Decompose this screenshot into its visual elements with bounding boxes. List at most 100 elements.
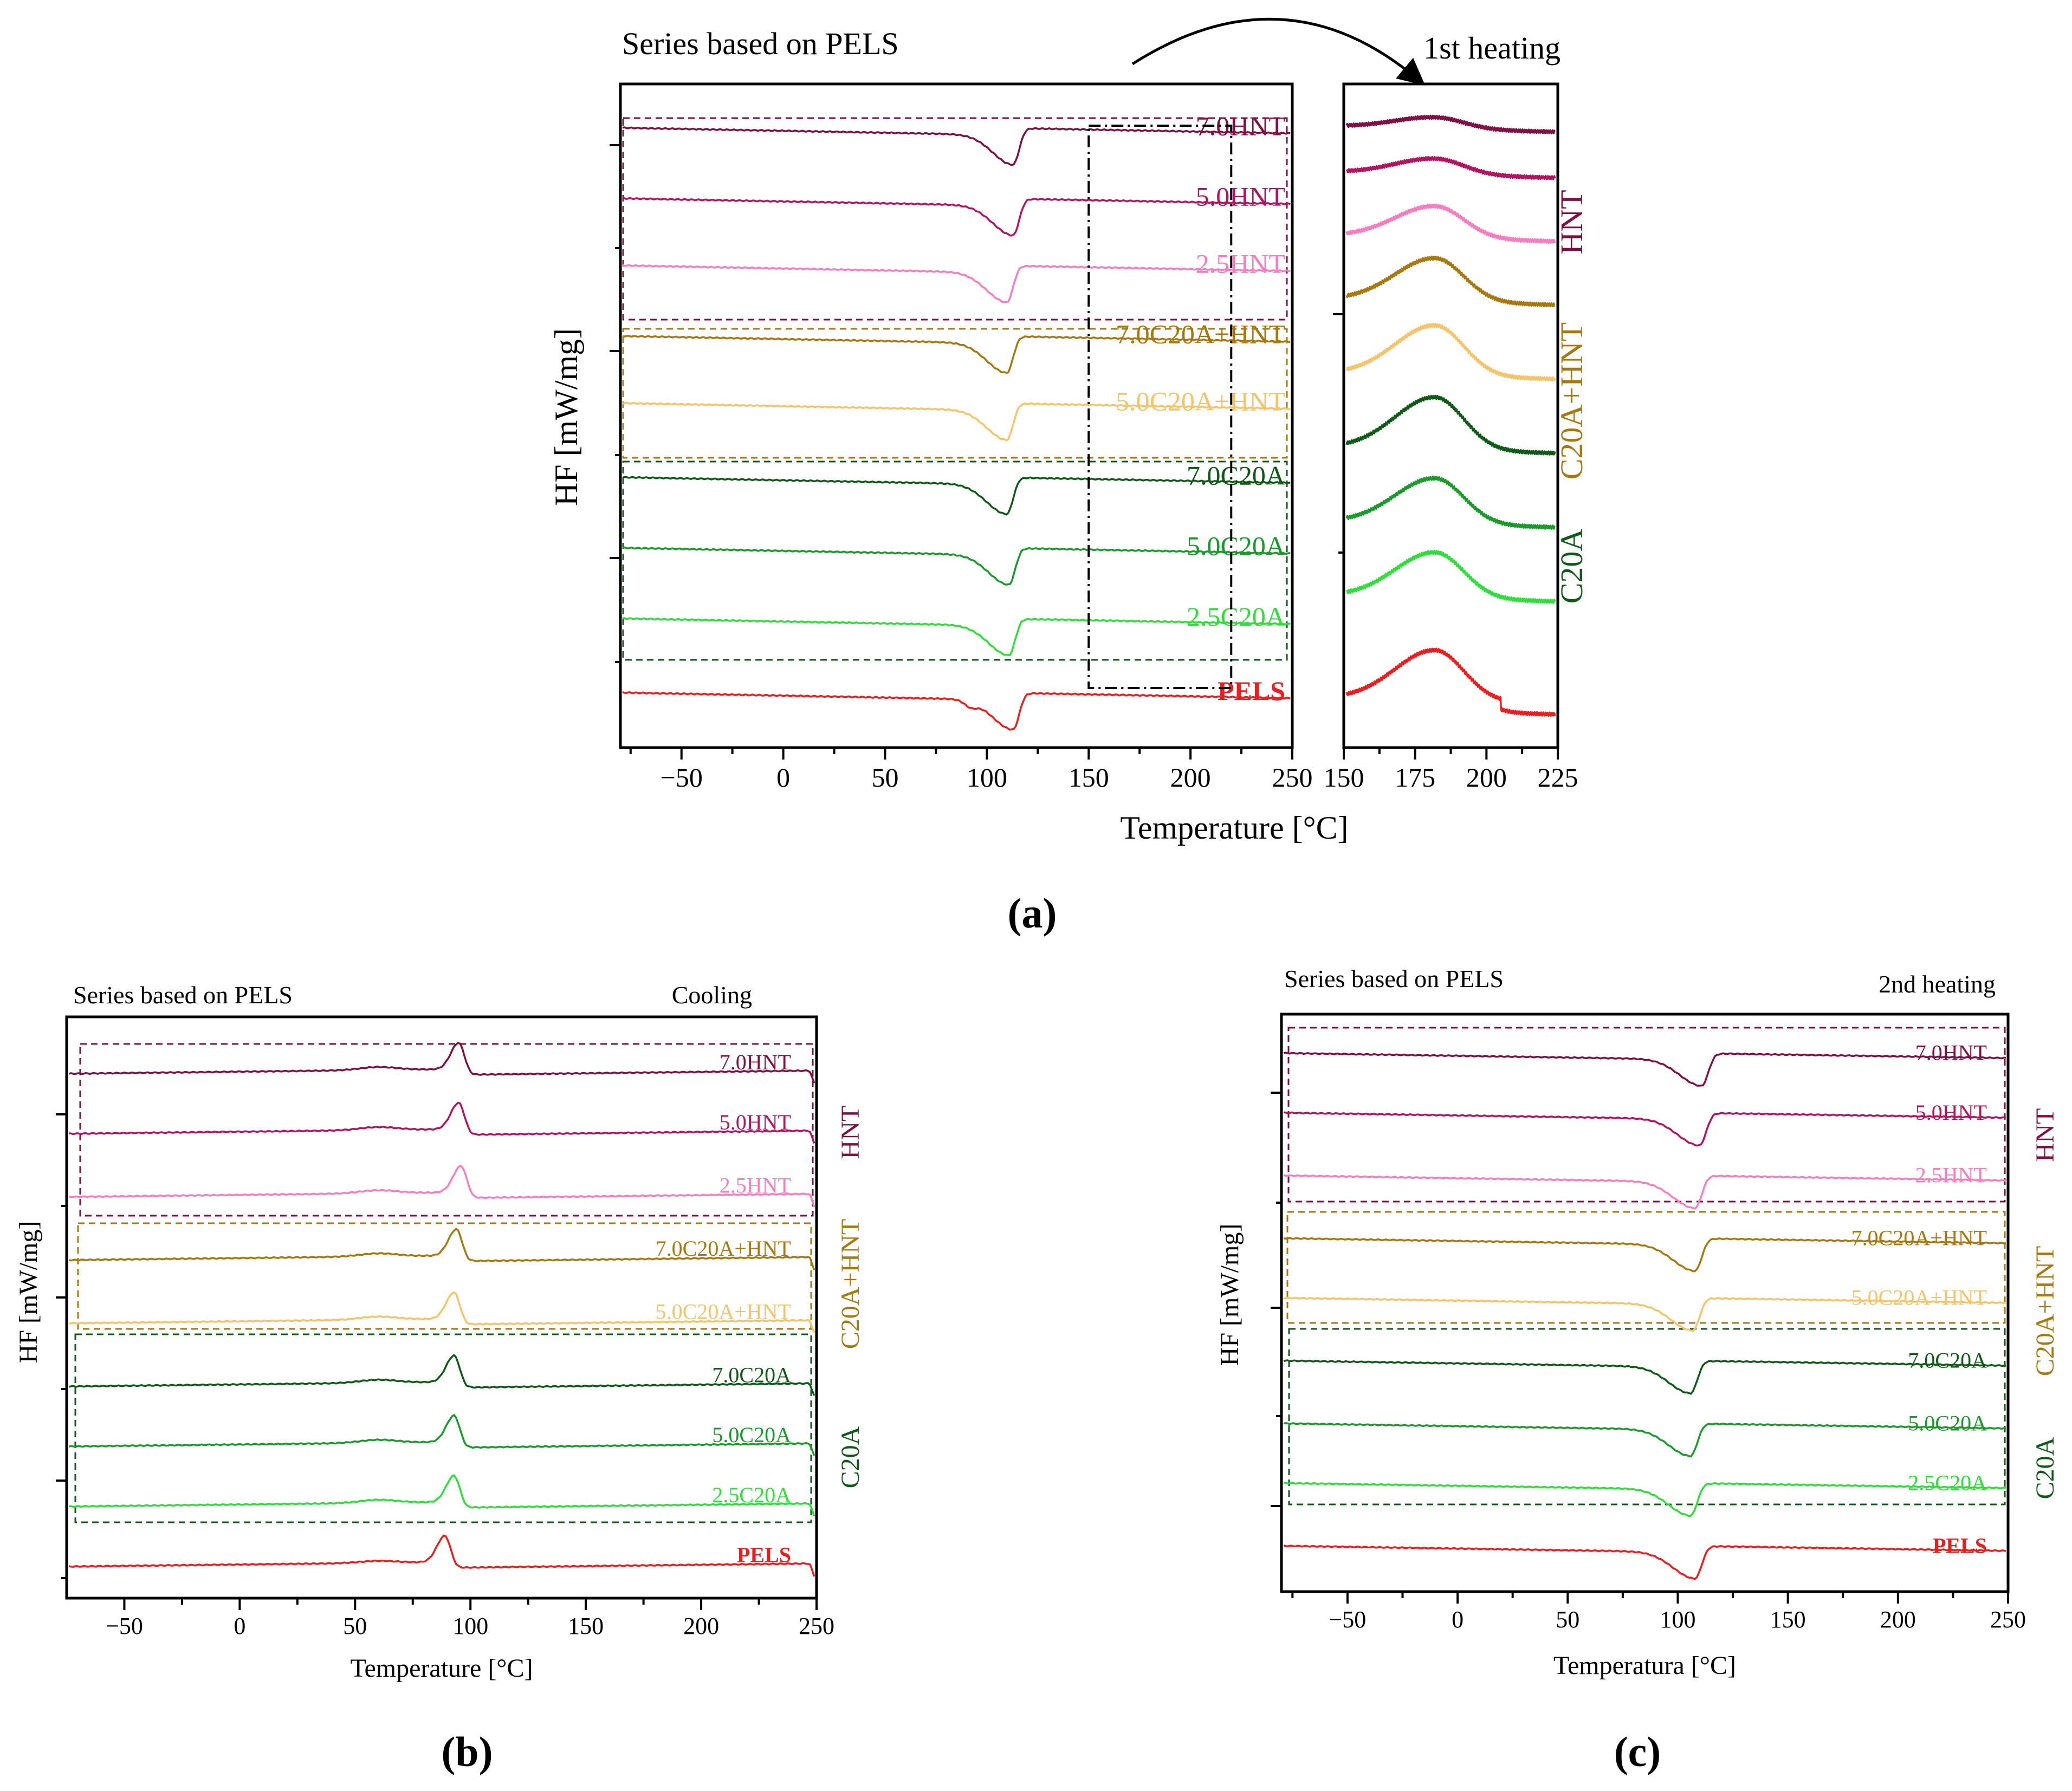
c-plot-frame <box>1280 1013 2010 1593</box>
a-main-x-tick-label: 100 <box>967 762 1007 793</box>
b-x-tick-label: 250 <box>799 1613 834 1639</box>
b-curve-5.0C20A <box>68 1414 815 1456</box>
a-main-group-box-C20A <box>622 460 1288 661</box>
b-curve-7.0C20A+HNT <box>68 1228 815 1270</box>
a-main-group-box-HNT <box>622 117 1288 321</box>
a-zoom-curve-2.5C20A <box>1346 549 1556 604</box>
b-curve-2.5C20A <box>69 1474 815 1517</box>
a-main-series-label-7.0C20A+HNT: 7.0C20A+HNT <box>1116 319 1285 349</box>
a-zoom-group-label-C20A+HNT: C20A+HNT <box>1554 322 1589 479</box>
a-main-curve-5.0C20A+HNT <box>622 401 1291 442</box>
b-curve-5.0C20A+HNT <box>69 1291 815 1333</box>
b-curve-PELS <box>68 1534 815 1577</box>
a-zoom-x-tick-label: 200 <box>1466 762 1507 793</box>
c-x-tick-label: 0 <box>1452 1606 1464 1633</box>
a-main-series-label-7.0C20A: 7.0C20A <box>1187 460 1285 490</box>
b-group-box-C20A+HNT <box>77 1222 812 1330</box>
c-series-label-PELS: PELS <box>1933 1533 1987 1558</box>
a-main-x-tick-label: 200 <box>1170 762 1211 793</box>
c-group-box-C20A+HNT <box>1286 1211 2006 1324</box>
c-group-label-C20A: C20A <box>2031 1437 2060 1499</box>
a-main-series-label-PELS: PELS <box>1218 676 1285 706</box>
b-x-tick-label: 50 <box>343 1613 367 1639</box>
b-curve-2.5HNT <box>68 1165 815 1208</box>
c-series-label-7.0C20A+HNT: 7.0C20A+HNT <box>1851 1226 1987 1250</box>
b-x-tick-label: 0 <box>234 1613 245 1639</box>
a-zoom-curve-5.0C20A+HNT <box>1346 322 1556 382</box>
c-x-axis-label: Temperatura [°C] <box>1553 1651 1736 1680</box>
panel-label-a: (a) <box>1008 890 1057 937</box>
b-curve-5.0HNT <box>69 1101 815 1144</box>
a-main-curve-PELS <box>622 691 1291 731</box>
c-group-box-C20A <box>1288 1328 2006 1506</box>
a-main-zoom-region-box <box>1087 125 1233 689</box>
a-main-curve-5.0HNT <box>622 197 1291 237</box>
b-x-tick-label: 150 <box>568 1613 604 1639</box>
c-x-tick-label: −50 <box>1329 1606 1366 1633</box>
b-group-box-C20A <box>74 1333 812 1523</box>
c-group-box-HNT <box>1287 1027 2006 1203</box>
a-zoom-curve-5.0HNT <box>1345 155 1556 180</box>
a-main-series-label-2.5C20A: 2.5C20A <box>1187 601 1285 632</box>
zoom-arrow <box>1131 17 1426 86</box>
a-main-x-tick-label: 50 <box>871 762 898 793</box>
b-series-label-5.0C20A: 5.0C20A <box>712 1423 791 1447</box>
b-group-label-C20A+HNT: C20A+HNT <box>836 1219 865 1349</box>
c-curve-7.0HNT <box>1283 1052 2006 1087</box>
a-zoom-group-label-HNT: HNT <box>1554 190 1589 254</box>
b-y-axis-label: HF [mW/mg] <box>14 1221 43 1364</box>
c-curve-5.0C20A <box>1283 1422 2006 1458</box>
b-curve-7.0C20A <box>68 1354 815 1396</box>
panel-label-c: (c) <box>1614 1728 1661 1775</box>
a-main-series-label-2.5HNT: 2.5HNT <box>1196 248 1285 278</box>
c-curve-2.5C20A <box>1284 1482 2006 1517</box>
b-series-label-5.0HNT: 5.0HNT <box>720 1110 791 1134</box>
b-x-tick-label: −50 <box>106 1613 143 1639</box>
c-x-tick-label: 50 <box>1556 1606 1579 1633</box>
a-zoom-plot-frame <box>1342 82 1559 749</box>
b-group-label-HNT: HNT <box>836 1106 865 1159</box>
panel-label-b: (b) <box>441 1728 493 1775</box>
b-series-label-2.5C20A: 2.5C20A <box>712 1483 791 1507</box>
a-main-series-label-5.0C20A+HNT: 5.0C20A+HNT <box>1116 386 1285 417</box>
b-x-tick-label: 100 <box>452 1613 488 1639</box>
b-series-label-7.0C20A: 7.0C20A <box>712 1362 791 1387</box>
b-series-label-5.0C20A+HNT: 5.0C20A+HNT <box>656 1300 791 1324</box>
c-series-label-7.0HNT: 7.0HNT <box>1915 1041 1987 1065</box>
a-main-x-tick-label: 0 <box>776 762 790 793</box>
c-mode-label: 2nd heating <box>1879 970 1996 998</box>
c-series-label-2.5HNT: 2.5HNT <box>1915 1163 1987 1187</box>
c-curve-7.0C20A+HNT <box>1283 1237 2006 1273</box>
a-zoom-curve-PELS <box>1345 647 1556 717</box>
c-x-tick-label: 150 <box>1770 1606 1806 1633</box>
c-group-label-HNT: HNT <box>2031 1108 2060 1162</box>
c-curve-5.0HNT <box>1283 1111 2006 1147</box>
a-main-plot-frame <box>619 82 1294 749</box>
b-series-label-2.5HNT: 2.5HNT <box>720 1173 791 1197</box>
a-main-group-box-C20A+HNT <box>622 328 1288 459</box>
a-zoom-x-tick-label: 175 <box>1395 762 1435 793</box>
b-x-axis-label: Temperature [°C] <box>350 1654 533 1683</box>
b-curve-7.0HNT <box>68 1042 815 1083</box>
b-series-label-PELS: PELS <box>737 1543 791 1567</box>
a-main-title: Series based on PELS <box>622 26 899 61</box>
a-main-curve-2.5C20A <box>622 617 1291 656</box>
c-series-label-5.0C20A: 5.0C20A <box>1908 1411 1987 1435</box>
c-y-axis-label: HF [mW/mg] <box>1215 1224 1244 1366</box>
a-main-x-axis-label: Temperature [°C] <box>1120 810 1348 846</box>
a-main-curve-7.0C20A <box>622 476 1291 516</box>
a-main-series-label-5.0C20A: 5.0C20A <box>1187 531 1285 561</box>
a-main-curve-7.0HNT <box>622 126 1291 166</box>
a-zoom-x-tick-label: 150 <box>1324 762 1364 793</box>
a-zoom-curve-5.0C20A <box>1345 475 1556 530</box>
a-main-curve-5.0C20A <box>622 546 1291 586</box>
a-zoom-curve-2.5HNT <box>1345 203 1556 244</box>
c-curve-2.5HNT <box>1283 1174 2006 1210</box>
b-group-label-C20A: C20A <box>836 1426 865 1488</box>
c-series-label-5.0HNT: 5.0HNT <box>1915 1100 1987 1125</box>
c-group-label-C20A+HNT: C20A+HNT <box>2031 1246 2060 1376</box>
a-main-y-axis-label: HF [mW/mg] <box>548 328 584 506</box>
b-x-tick-label: 200 <box>683 1613 719 1639</box>
c-curve-5.0C20A+HNT <box>1284 1296 2006 1332</box>
